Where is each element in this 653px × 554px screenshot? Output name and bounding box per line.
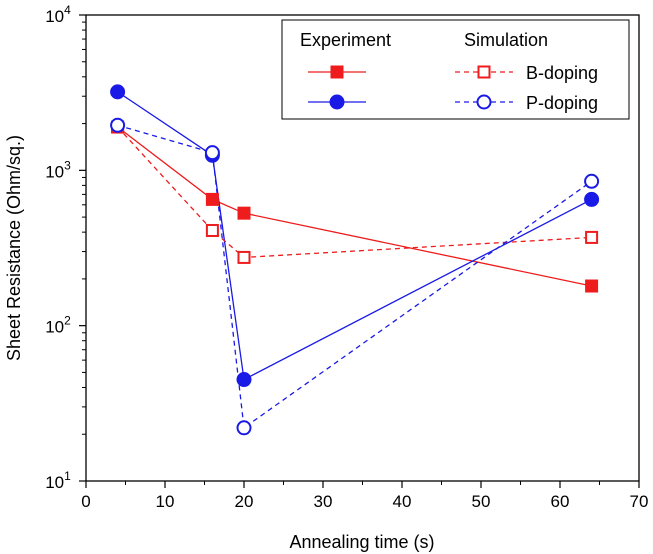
y-tick-exponent: 3 (64, 158, 71, 172)
plot-series (110, 84, 600, 436)
x-tick-label: 60 (551, 492, 570, 511)
x-axis-title: Annealing time (s) (289, 532, 434, 552)
legend-label-p-doping: P-doping (526, 93, 598, 113)
x-tick-label: 30 (314, 492, 333, 511)
series-line-sim_p (117, 124, 592, 429)
legend-marker-exp_p (329, 94, 345, 110)
data-point-sim_b (585, 230, 599, 244)
legend-marker-exp_b (330, 65, 344, 79)
x-tick-label: 70 (630, 492, 649, 511)
y-tick-label: 103 (45, 158, 71, 181)
legend-marker-sim_p (476, 94, 492, 110)
legend: Experiment Simulation B-doping P-doping (281, 19, 630, 120)
series-line-exp_p (117, 91, 592, 381)
series-line-sim_b (117, 126, 592, 259)
y-tick-base: 10 (45, 318, 64, 337)
y-tick-label: 102 (45, 314, 71, 337)
legend-marker-sim_b (477, 65, 491, 79)
y-tick-base: 10 (45, 7, 64, 26)
x-tick-label: 50 (472, 492, 491, 511)
y-axis-title: Sheet Resistance (Ohm/sq.) (4, 135, 24, 361)
data-point-sim_b (237, 250, 251, 264)
data-point-exp_p (110, 84, 126, 100)
data-point-sim_p (584, 173, 600, 189)
data-point-exp_b (205, 192, 219, 206)
x-tick-label: 10 (156, 492, 175, 511)
data-point-exp_p (584, 191, 600, 207)
data-point-sim_p (204, 145, 220, 161)
legend-header-simulation: Simulation (464, 30, 548, 50)
x-tick-label: 0 (81, 492, 90, 511)
series-line-exp_b (117, 126, 592, 287)
data-point-sim_p (236, 420, 252, 436)
y-tick-exponent: 1 (64, 469, 71, 483)
data-point-exp_p (236, 372, 252, 388)
y-tick-base: 10 (45, 473, 64, 492)
y-tick-base: 10 (45, 162, 64, 181)
data-point-exp_b (585, 279, 599, 293)
y-tick-label: 101 (45, 469, 71, 492)
y-tick-label: 104 (45, 3, 71, 26)
data-point-exp_b (237, 206, 251, 220)
x-tick-label: 40 (393, 492, 412, 511)
x-tick-label: 20 (235, 492, 254, 511)
legend-samples (308, 65, 513, 110)
legend-label-b-doping: B-doping (526, 63, 598, 83)
data-point-sim_p (110, 117, 126, 133)
y-tick-exponent: 2 (64, 314, 71, 328)
data-point-sim_b (205, 223, 219, 237)
y-tick-exponent: 4 (64, 3, 71, 17)
legend-header-experiment: Experiment (300, 30, 391, 50)
